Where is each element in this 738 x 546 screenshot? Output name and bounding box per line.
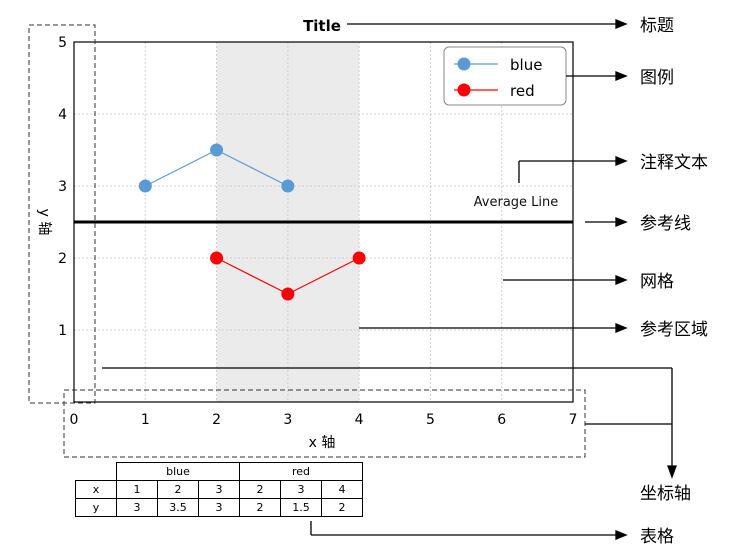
legend-label-blue: blue bbox=[510, 56, 542, 74]
series-layer bbox=[138, 143, 366, 301]
table-cell: 4 bbox=[321, 480, 363, 499]
table-header-blue: blue bbox=[116, 462, 240, 481]
annotation-title: 标题 bbox=[640, 16, 674, 36]
data-point-red bbox=[281, 287, 295, 301]
table-row-label: x bbox=[75, 480, 117, 499]
table-cell: 1.5 bbox=[280, 498, 322, 517]
x-tick-label: 7 bbox=[569, 412, 578, 428]
x-tick-label: 3 bbox=[283, 412, 292, 428]
y-axis-highlight-box bbox=[28, 24, 96, 404]
y-tick-label: 3 bbox=[58, 179, 67, 195]
chart-title: Title bbox=[303, 17, 341, 35]
table-cell: 3.5 bbox=[157, 498, 199, 517]
y-tick-label: 5 bbox=[58, 35, 67, 51]
annotation-text: 注释文本 bbox=[640, 153, 708, 173]
legend-marker-blue bbox=[457, 57, 471, 71]
x-axis-label: x 轴 bbox=[309, 435, 336, 451]
x-tick-label: 1 bbox=[141, 412, 150, 428]
data-point-blue bbox=[138, 179, 152, 193]
table-cell: 2 bbox=[239, 480, 281, 499]
table-row-label: y bbox=[75, 498, 117, 517]
x-tick-labels: 0 1 2 3 4 5 6 7 bbox=[70, 412, 578, 428]
x-tick-label: 5 bbox=[426, 412, 435, 428]
legend-label-red: red bbox=[510, 82, 535, 100]
y-axis-label: y 轴 bbox=[36, 209, 52, 236]
y-tick-label: 2 bbox=[58, 251, 67, 267]
table-row: y 3 3.5 3 2 1.5 2 bbox=[75, 498, 363, 517]
table-cell: 3 bbox=[280, 480, 322, 499]
table-cell: 2 bbox=[239, 498, 281, 517]
table-cell: 1 bbox=[116, 480, 158, 499]
y-tick-label: 4 bbox=[58, 107, 67, 123]
table-header-red: red bbox=[239, 462, 363, 481]
annotation-reference-line: 参考线 bbox=[640, 214, 691, 234]
data-point-red bbox=[210, 251, 224, 265]
table-cell: 3 bbox=[116, 498, 158, 517]
x-tick-label: 6 bbox=[497, 412, 506, 428]
data-table: blue red x 1 2 3 2 3 4 y 3 3.5 3 2 1.5 2 bbox=[75, 462, 363, 517]
data-point-red bbox=[352, 251, 366, 265]
annotation-grid: 网格 bbox=[640, 272, 674, 292]
x-tick-label: 0 bbox=[70, 412, 79, 428]
table-header-row: blue red bbox=[76, 462, 363, 481]
annotation-reference-region: 参考区域 bbox=[640, 320, 708, 340]
x-tick-label: 4 bbox=[355, 412, 364, 428]
table-row: x 1 2 3 2 3 4 bbox=[75, 480, 363, 499]
x-tick-label: 2 bbox=[212, 412, 221, 428]
y-tick-labels: 1 2 3 4 5 bbox=[58, 35, 67, 339]
data-point-blue bbox=[281, 179, 295, 193]
annotation-axis: 坐标轴 bbox=[640, 484, 691, 504]
y-tick-label: 1 bbox=[58, 323, 67, 339]
table-cell: 3 bbox=[198, 498, 240, 517]
annotation-arrows bbox=[102, 19, 677, 540]
table-cell: 2 bbox=[157, 480, 199, 499]
table-cell: 2 bbox=[321, 498, 363, 517]
table-cell: 3 bbox=[198, 480, 240, 499]
legend: blue red bbox=[443, 46, 567, 106]
annotation-legend: 图例 bbox=[640, 68, 674, 88]
legend-marker-red bbox=[457, 83, 471, 97]
reference-line-label: Average Line bbox=[474, 195, 559, 210]
annotation-table: 表格 bbox=[640, 527, 674, 546]
data-point-blue bbox=[210, 143, 224, 157]
